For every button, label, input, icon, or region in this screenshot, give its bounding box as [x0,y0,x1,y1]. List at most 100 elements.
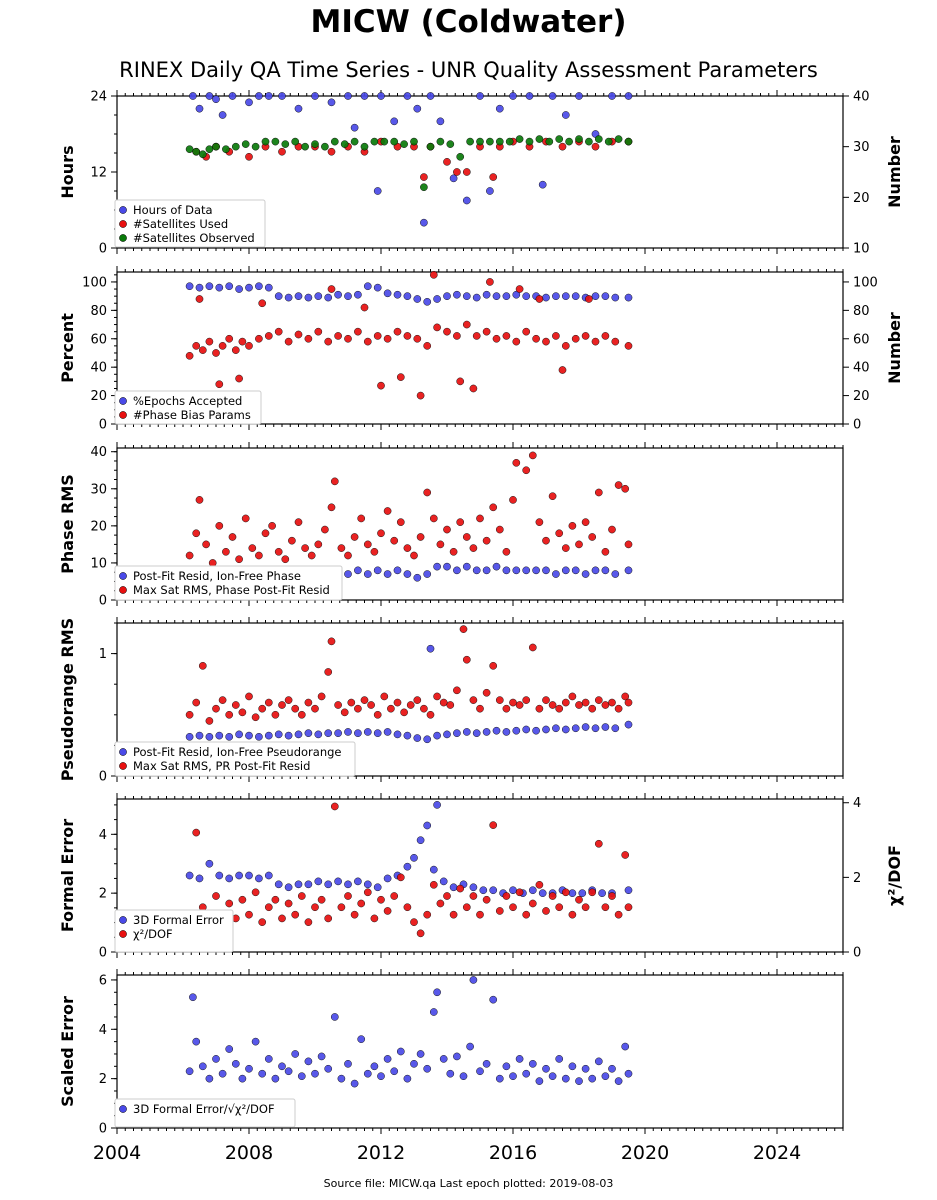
data-point [238,895,247,904]
data-point [462,168,471,176]
data-point [218,696,227,704]
data-point [393,698,402,707]
data-point [482,688,491,697]
data-point [317,692,326,701]
data-point [561,566,570,575]
data-point [284,293,293,302]
data-point [324,293,333,302]
data-point [515,701,524,709]
data-point [337,903,346,912]
y-tick-label: 20 [90,389,107,404]
data-point [439,1055,448,1063]
data-point [212,704,220,713]
data-point [228,533,237,541]
panel-4: 0 1 Pseudorange RMS Post-Fit Resid, Ion-Fre… [58,617,844,785]
data-point [195,496,204,504]
data-point [185,871,194,880]
data-point [373,187,382,195]
data-point [294,104,303,113]
data-point [591,292,600,300]
y-right-tick-label: 2 [853,871,861,886]
data-point [449,174,458,183]
data-point [225,899,234,908]
data-point [311,704,319,713]
data-point [436,540,445,549]
data-point [568,889,577,898]
data-point [624,720,633,729]
data-point [330,802,339,811]
data-point [614,135,623,143]
data-point [571,724,580,733]
data-point [594,1057,603,1066]
data-point [538,180,547,189]
data-point [453,1052,461,1061]
data-point [189,993,197,1002]
y-right-tick-label: 40 [853,90,870,105]
data-point [558,142,567,151]
data-point [462,903,471,912]
data-point [601,292,610,300]
data-point [354,327,362,336]
series-1 [185,282,633,306]
data-point [456,152,465,161]
data-point [624,293,633,302]
data-point [284,696,293,704]
data-point [215,380,224,389]
data-point [588,533,597,541]
data-point [185,282,194,291]
data-point [195,874,204,883]
data-point [324,880,333,889]
data-point [578,889,587,898]
data-point [255,282,263,291]
series-2 [185,270,633,400]
data-point [314,292,323,300]
data-point [522,566,531,575]
data-point [334,729,342,738]
data-point [245,910,253,919]
data-point [558,366,567,374]
data-point [327,285,336,293]
y-right-tick-label: 4 [853,796,861,811]
data-point [380,137,389,146]
data-point [482,728,491,736]
data-point [416,1050,425,1058]
panel-6: 0 2 4 6 Scaled Error 3D Formal Error/√χ²/DOF [58,969,844,1137]
data-point [205,92,214,100]
data-point [462,292,471,300]
y-axis-label-right: χ²/DOF [885,845,904,906]
data-point [598,889,606,898]
data-point [185,1067,194,1076]
y-axis-label: Scaled Error [58,996,77,1107]
legend-marker [119,586,127,594]
data-point [403,1074,412,1083]
data-point [383,874,392,883]
data-point [608,92,616,100]
data-point [466,1042,474,1051]
data-point [363,728,372,736]
data-point [205,717,214,725]
data-point [608,698,616,707]
data-point [601,701,610,709]
data-point [403,332,412,340]
chart-title: MICW (Coldwater) [310,4,627,40]
data-point [512,566,521,575]
legend-marker [119,930,127,938]
y-right-tick-label: 100 [853,275,878,290]
data-point [548,1072,557,1081]
data-point [495,907,504,915]
data-point [264,92,273,100]
data-point [344,880,352,889]
y-axis-label: Phase RMS [58,474,77,574]
data-point [423,297,432,306]
data-point [373,883,382,892]
legend-box [114,741,356,777]
data-point [528,643,537,652]
data-point [255,874,263,883]
data-point [291,1050,300,1058]
data-point [443,327,451,336]
legend-label: Max Sat RMS, Phase Post-Fit Resid [133,583,330,597]
data-point [509,903,517,912]
legend-label: #Satellites Used [133,217,228,231]
